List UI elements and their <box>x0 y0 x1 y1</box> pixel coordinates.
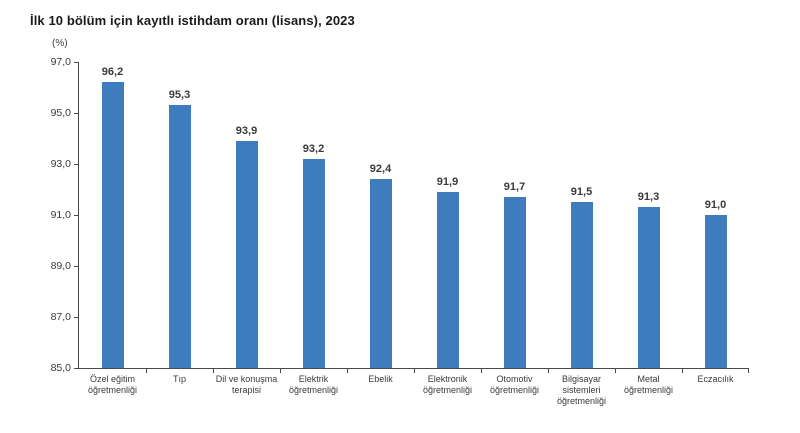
y-axis-tick-label: 91,0 <box>50 209 71 221</box>
y-axis-tick-label: 89,0 <box>50 260 71 272</box>
y-axis-tick-label: 87,0 <box>50 311 71 323</box>
bar-slot: 91,3 <box>615 62 682 368</box>
category-label: Eczacılık <box>697 374 734 384</box>
plot-area: 85,0 87,0 89,0 91,0 93,0 95,0 97,0 Özel eğitim … <box>51 56 749 406</box>
bar-value-label: 92,4 <box>369 163 392 175</box>
category-label: Ebelik <box>368 374 393 384</box>
x-axis-tick <box>481 368 482 373</box>
y-axis-tick <box>74 61 79 63</box>
bar <box>235 141 258 368</box>
bar <box>637 207 660 368</box>
category-label: Özel eğitim öğretmenliği <box>87 374 138 395</box>
y-axis-tick-label: 85,0 <box>50 362 71 374</box>
bar-slot: 96,2 <box>79 62 146 368</box>
category-label: Tıp <box>172 374 186 384</box>
bar-value-label: 91,5 <box>570 186 593 198</box>
bar-value-label: 93,9 <box>235 125 258 137</box>
bar-slot: 92,4 <box>347 62 414 368</box>
bar <box>168 105 191 368</box>
bar-slot: 91,7 <box>481 62 548 368</box>
category-label: Dil ve konuşma terapisi <box>215 374 278 395</box>
bar-slot: 93,9 <box>213 62 280 368</box>
category-label: Elektronik öğretmenliği <box>422 374 473 395</box>
x-axis-tick <box>748 368 749 373</box>
bar-value-label: 96,2 <box>101 66 124 78</box>
bar-value-label: 91,9 <box>436 176 459 188</box>
bar <box>369 179 392 368</box>
y-axis-tick <box>74 112 79 114</box>
bar <box>704 215 727 368</box>
x-axis-tick <box>414 368 415 373</box>
y-axis-tick <box>74 265 79 267</box>
bar-slot: 93,2 <box>280 62 347 368</box>
bar <box>570 202 593 368</box>
x-axis-tick <box>615 368 616 373</box>
x-axis-tick <box>213 368 214 373</box>
y-axis-unit-label: (%) <box>52 38 68 49</box>
chart-title: İlk 10 bölüm için kayıtlı istihdam oranı… <box>30 13 355 28</box>
y-axis-tick <box>74 316 79 318</box>
bar-slot: 91,0 <box>682 62 749 368</box>
bar-value-label: 93,2 <box>302 143 325 155</box>
bar <box>503 197 526 368</box>
category-label: Metal öğretmenliği <box>623 374 674 395</box>
x-axis-tick <box>548 368 549 373</box>
x-axis-tick <box>682 368 683 373</box>
bar-value-label: 91,7 <box>503 181 526 193</box>
bar <box>101 82 124 368</box>
x-axis-tick <box>146 368 147 373</box>
y-axis-tick <box>74 163 79 165</box>
y-axis-tick-label: 97,0 <box>50 56 71 68</box>
category-label: Otomotiv öğretmenliği <box>489 374 540 395</box>
category-label: Bilgisayar sistemleri öğretmenliği <box>556 374 607 406</box>
category-label: Elektrik öğretmenliği <box>288 374 339 395</box>
bar <box>302 159 325 368</box>
bar-value-label: 91,0 <box>704 199 727 211</box>
bar <box>436 192 459 368</box>
bar-slot: 91,5 <box>548 62 615 368</box>
bar-value-label: 95,3 <box>168 89 191 101</box>
y-axis-tick <box>74 367 79 369</box>
bar-value-label: 91,3 <box>637 191 660 203</box>
bar-slot: 95,3 <box>146 62 213 368</box>
y-axis-tick-label: 93,0 <box>50 158 71 170</box>
x-axis-tick <box>280 368 281 373</box>
x-axis-tick <box>347 368 348 373</box>
bar-slot: 91,9 <box>414 62 481 368</box>
y-axis-tick-label: 95,0 <box>50 107 71 119</box>
y-axis-tick <box>74 214 79 216</box>
